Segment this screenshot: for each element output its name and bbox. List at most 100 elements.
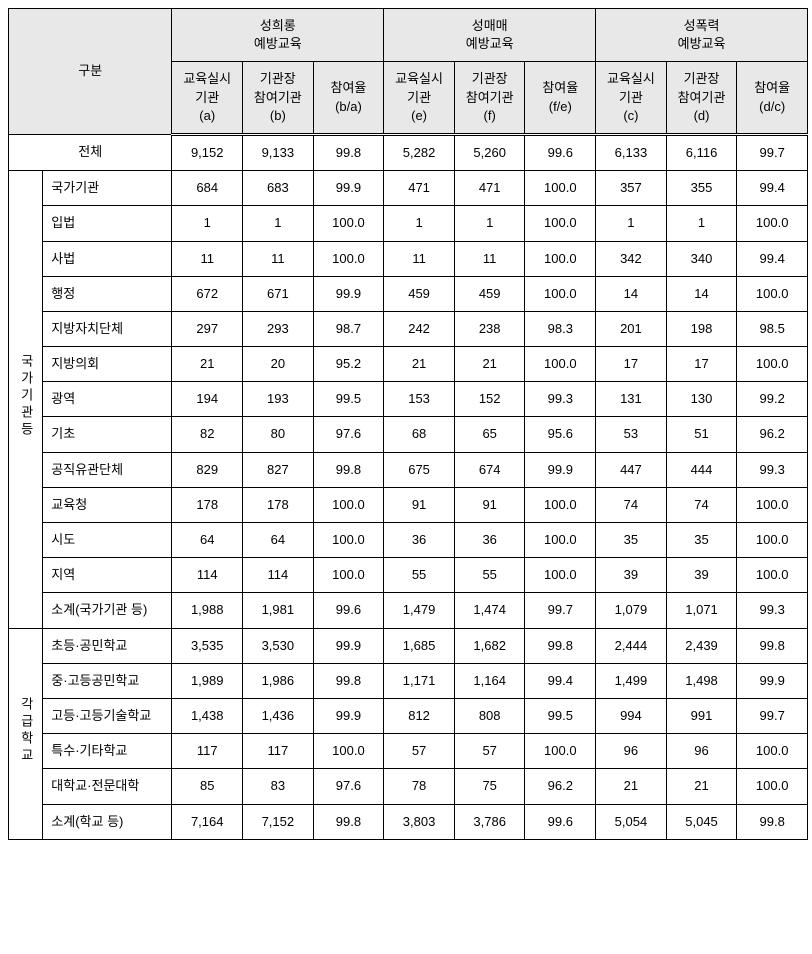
data-cell: 20 bbox=[243, 347, 314, 382]
data-cell: 100.0 bbox=[525, 734, 596, 769]
data-cell: 99.6 bbox=[525, 134, 596, 170]
data-cell: 459 bbox=[454, 276, 525, 311]
data-cell: 447 bbox=[596, 452, 667, 487]
data-cell: 355 bbox=[666, 171, 737, 206]
data-cell: 1,479 bbox=[384, 593, 455, 628]
data-cell: 98.3 bbox=[525, 311, 596, 346]
data-cell: 82 bbox=[172, 417, 243, 452]
data-cell: 1 bbox=[666, 206, 737, 241]
data-cell: 2,444 bbox=[596, 628, 667, 663]
data-cell: 9,133 bbox=[243, 134, 314, 170]
data-cell: 5,054 bbox=[596, 804, 667, 839]
row-label: 지방의회 bbox=[43, 347, 172, 382]
data-cell: 671 bbox=[243, 276, 314, 311]
data-cell: 99.8 bbox=[313, 452, 384, 487]
data-cell: 9,152 bbox=[172, 134, 243, 170]
row-label: 초등·공민학교 bbox=[43, 628, 172, 663]
data-cell: 100.0 bbox=[737, 276, 808, 311]
data-cell: 1,498 bbox=[666, 663, 737, 698]
data-cell: 99.9 bbox=[313, 628, 384, 663]
data-cell: 827 bbox=[243, 452, 314, 487]
data-cell: 68 bbox=[384, 417, 455, 452]
data-cell: 1,986 bbox=[243, 663, 314, 698]
table-row: 교육청178178100.09191100.07474100.0 bbox=[9, 487, 808, 522]
data-cell: 340 bbox=[666, 241, 737, 276]
data-cell: 131 bbox=[596, 382, 667, 417]
data-cell: 178 bbox=[243, 487, 314, 522]
data-cell: 471 bbox=[454, 171, 525, 206]
data-cell: 97.6 bbox=[313, 769, 384, 804]
data-cell: 1,071 bbox=[666, 593, 737, 628]
row-label: 고등·고등기술학교 bbox=[43, 698, 172, 733]
data-cell: 39 bbox=[596, 558, 667, 593]
section-label: 국가기관등 bbox=[9, 171, 43, 628]
header-sub: 참여율(b/a) bbox=[313, 62, 384, 135]
row-label: 공직유관단체 bbox=[43, 452, 172, 487]
table-header: 구분 성희롱예방교육 성매매예방교육 성폭력예방교육 교육실시기관(a) 기관장… bbox=[9, 9, 808, 135]
data-cell: 994 bbox=[596, 698, 667, 733]
data-cell: 57 bbox=[384, 734, 455, 769]
data-cell: 152 bbox=[454, 382, 525, 417]
data-cell: 178 bbox=[172, 487, 243, 522]
data-cell: 293 bbox=[243, 311, 314, 346]
row-label: 지방자치단체 bbox=[43, 311, 172, 346]
data-cell: 99.7 bbox=[525, 593, 596, 628]
data-cell: 444 bbox=[666, 452, 737, 487]
table-row: 소계(학교 등)7,1647,15299.83,8033,78699.65,05… bbox=[9, 804, 808, 839]
data-cell: 100.0 bbox=[525, 241, 596, 276]
table-row: 각급학교초등·공민학교3,5353,53099.91,6851,68299.82… bbox=[9, 628, 808, 663]
table-row: 행정67267199.9459459100.01414100.0 bbox=[9, 276, 808, 311]
data-cell: 100.0 bbox=[313, 487, 384, 522]
data-cell: 99.5 bbox=[525, 698, 596, 733]
data-cell: 83 bbox=[243, 769, 314, 804]
table-body: 전체9,1529,13399.85,2825,26099.66,1336,116… bbox=[9, 134, 808, 839]
data-cell: 17 bbox=[596, 347, 667, 382]
data-cell: 1,988 bbox=[172, 593, 243, 628]
data-cell: 100.0 bbox=[737, 206, 808, 241]
data-cell: 114 bbox=[172, 558, 243, 593]
data-cell: 65 bbox=[454, 417, 525, 452]
row-label: 사법 bbox=[43, 241, 172, 276]
data-cell: 100.0 bbox=[313, 206, 384, 241]
data-cell: 14 bbox=[666, 276, 737, 311]
data-cell: 17 bbox=[666, 347, 737, 382]
data-cell: 1,989 bbox=[172, 663, 243, 698]
data-cell: 829 bbox=[172, 452, 243, 487]
data-cell: 74 bbox=[596, 487, 667, 522]
data-cell: 991 bbox=[666, 698, 737, 733]
data-cell: 5,260 bbox=[454, 134, 525, 170]
data-cell: 99.5 bbox=[313, 382, 384, 417]
data-cell: 21 bbox=[172, 347, 243, 382]
data-cell: 95.2 bbox=[313, 347, 384, 382]
data-cell: 64 bbox=[172, 523, 243, 558]
data-cell: 193 bbox=[243, 382, 314, 417]
data-cell: 51 bbox=[666, 417, 737, 452]
data-cell: 99.3 bbox=[737, 593, 808, 628]
data-cell: 1,436 bbox=[243, 698, 314, 733]
data-cell: 2,439 bbox=[666, 628, 737, 663]
data-cell: 1,164 bbox=[454, 663, 525, 698]
data-cell: 96.2 bbox=[525, 769, 596, 804]
data-cell: 153 bbox=[384, 382, 455, 417]
data-cell: 1,079 bbox=[596, 593, 667, 628]
row-label: 시도 bbox=[43, 523, 172, 558]
header-sub: 참여율(f/e) bbox=[525, 62, 596, 135]
data-cell: 91 bbox=[454, 487, 525, 522]
data-cell: 57 bbox=[454, 734, 525, 769]
data-cell: 3,535 bbox=[172, 628, 243, 663]
data-cell: 675 bbox=[384, 452, 455, 487]
data-cell: 1 bbox=[596, 206, 667, 241]
data-cell: 683 bbox=[243, 171, 314, 206]
row-label: 기초 bbox=[43, 417, 172, 452]
data-cell: 194 bbox=[172, 382, 243, 417]
data-cell: 85 bbox=[172, 769, 243, 804]
table-row: 대학교·전문대학858397.6787596.22121100.0 bbox=[9, 769, 808, 804]
data-cell: 130 bbox=[666, 382, 737, 417]
data-cell: 672 bbox=[172, 276, 243, 311]
data-cell: 99.2 bbox=[737, 382, 808, 417]
data-cell: 812 bbox=[384, 698, 455, 733]
data-cell: 99.8 bbox=[313, 804, 384, 839]
data-cell: 100.0 bbox=[525, 523, 596, 558]
data-cell: 99.9 bbox=[313, 171, 384, 206]
data-cell: 100.0 bbox=[737, 769, 808, 804]
